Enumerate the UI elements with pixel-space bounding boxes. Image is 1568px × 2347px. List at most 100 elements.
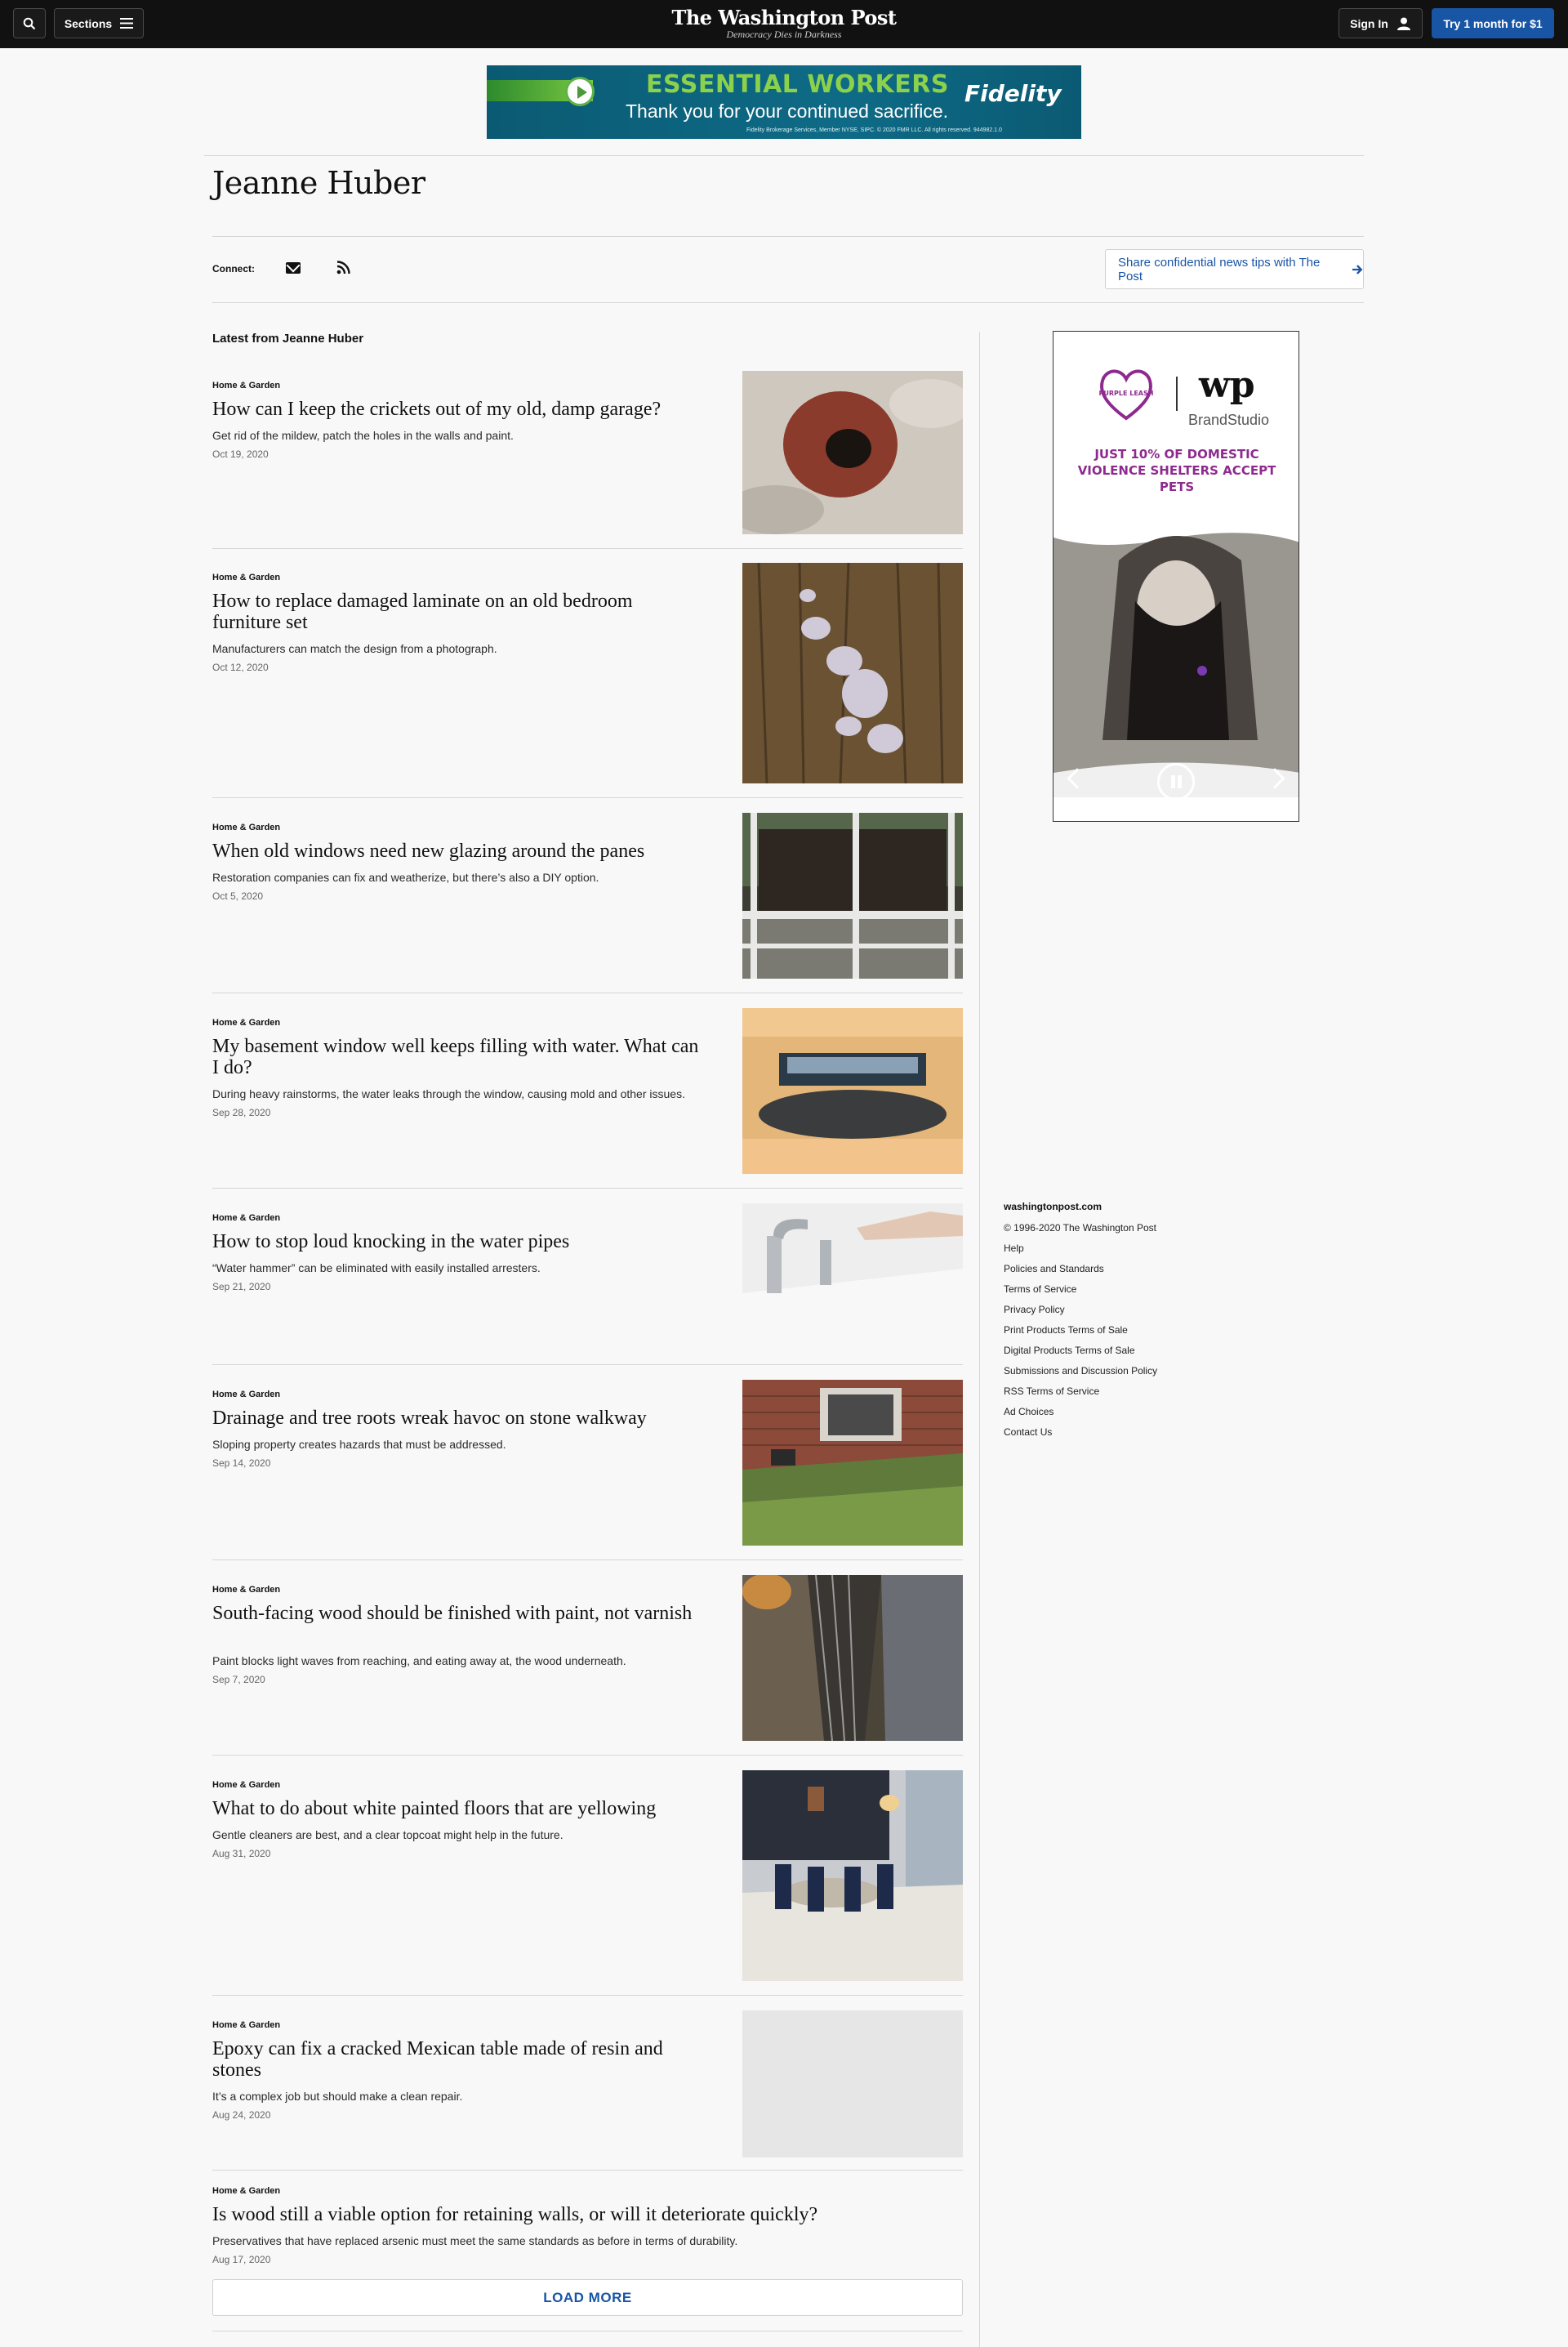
article-date: Sep 21, 2020: [212, 1281, 271, 1292]
article-headline[interactable]: How to replace damaged laminate on an ol…: [212, 591, 633, 633]
side-ad-photo: [1054, 528, 1298, 797]
wp-logo: wp: [1199, 364, 1255, 406]
article-thumbnail[interactable]: [742, 563, 963, 783]
article-date: Aug 31, 2020: [212, 1848, 271, 1859]
menu-icon: [120, 18, 134, 29]
brandstudio-label: BrandStudio: [1188, 412, 1270, 428]
divider: [204, 155, 1364, 156]
article-thumbnail[interactable]: [742, 1380, 963, 1546]
footer-link-terms[interactable]: Terms of Service: [1004, 1283, 1077, 1295]
sections-label: Sections: [64, 16, 113, 30]
column-divider: [979, 332, 980, 2347]
connect-label: Connect:: [212, 263, 255, 274]
article-blurb: During heavy rainstorms, the water leaks…: [212, 1087, 685, 1100]
article-kicker[interactable]: Home & Garden: [212, 573, 281, 582]
share-tips-button[interactable]: Share confidential news tips with The Po…: [1105, 249, 1364, 289]
article-kicker[interactable]: Home & Garden: [212, 823, 281, 832]
load-more-button[interactable]: LOAD MORE: [212, 2279, 963, 2316]
footer-link-policies[interactable]: Policies and Standards: [1004, 1263, 1104, 1274]
logo-divider: [1176, 377, 1178, 411]
article-thumbnail[interactable]: [742, 1770, 963, 1981]
user-icon: [1396, 17, 1410, 30]
article-thumbnail[interactable]: [742, 813, 963, 979]
article-headline[interactable]: South-facing wood should be finished wit…: [212, 1603, 693, 1624]
footer-link-contact[interactable]: Contact Us: [1004, 1426, 1053, 1438]
article-kicker[interactable]: Home & Garden: [212, 2186, 281, 2196]
latest-heading: Latest from Jeanne Huber: [212, 332, 364, 346]
article-kicker[interactable]: Home & Garden: [212, 2020, 281, 2030]
article-kicker[interactable]: Home & Garden: [212, 1213, 281, 1223]
article-date: Sep 14, 2020: [212, 1457, 271, 1469]
footer-link-rss-terms[interactable]: RSS Terms of Service: [1004, 1385, 1100, 1397]
article-headline[interactable]: How can I keep the crickets out of my ol…: [212, 399, 662, 420]
article-date: Oct 5, 2020: [212, 890, 264, 902]
article-thumbnail[interactable]: [742, 371, 963, 534]
rss-icon[interactable]: [336, 261, 350, 274]
article-kicker[interactable]: Home & Garden: [212, 1018, 281, 1028]
article-headline[interactable]: What to do about white painted floors th…: [212, 1798, 657, 1819]
article-headline[interactable]: Epoxy can fix a cracked Mexican table ma…: [212, 2038, 663, 2081]
article-date: Oct 19, 2020: [212, 448, 269, 460]
top-nav: Sections The Washington Post Democracy D…: [0, 0, 1568, 48]
footer-link-ad-choices[interactable]: Ad Choices: [1004, 1406, 1054, 1417]
page-title: Jeanne Huber: [212, 165, 425, 201]
article-divider: [212, 548, 963, 549]
footer-link-privacy[interactable]: Privacy Policy: [1004, 1304, 1065, 1315]
arrow-right-icon: [1352, 264, 1363, 274]
article-blurb: Preservatives that have replaced arsenic…: [212, 2234, 738, 2247]
article-blurb: Manufacturers can match the design from …: [212, 642, 497, 655]
article-blurb: Get rid of the mildew, patch the holes i…: [212, 429, 514, 442]
article-thumbnail[interactable]: [742, 2010, 963, 2157]
article-blurb: “Water hammer” can be eliminated with ea…: [212, 1261, 541, 1274]
masthead-logo[interactable]: The Washington Post Democracy Dies in Da…: [621, 7, 947, 40]
top-ad-banner[interactable]: ESSENTIAL WORKERS Thank you for your con…: [487, 65, 1081, 139]
article-kicker[interactable]: Home & Garden: [212, 1585, 281, 1595]
mail-icon[interactable]: [286, 262, 301, 274]
article-blurb: Restoration companies can fix and weathe…: [212, 871, 599, 884]
footer-link-submissions[interactable]: Submissions and Discussion Policy: [1004, 1365, 1158, 1377]
divider: [212, 236, 1364, 237]
article-divider: [212, 1755, 963, 1756]
article-kicker[interactable]: Home & Garden: [212, 1390, 281, 1399]
article-divider: [212, 1188, 963, 1189]
footer-copyright: © 1996-2020 The Washington Post: [1004, 1222, 1156, 1234]
article-headline[interactable]: When old windows need new glazing around…: [212, 841, 645, 862]
masthead-tagline: Democracy Dies in Darkness: [726, 29, 842, 40]
subscribe-button[interactable]: Try 1 month for $1: [1432, 8, 1554, 38]
article-blurb: It’s a complex job but should make a cle…: [212, 2090, 463, 2103]
article-kicker[interactable]: Home & Garden: [212, 381, 281, 390]
pause-icon[interactable]: [1157, 763, 1195, 801]
side-ad[interactable]: PURPLE LEASH wp BrandStudio JUST 10% OF …: [1053, 331, 1299, 822]
sections-button[interactable]: Sections: [54, 8, 144, 38]
article-date: Aug 17, 2020: [212, 2254, 271, 2265]
sign-in-button[interactable]: Sign In: [1339, 8, 1423, 38]
article-divider: [212, 2170, 963, 2171]
purple-leash-text: PURPLE LEASH: [1099, 390, 1154, 397]
article-date: Sep 7, 2020: [212, 1674, 265, 1685]
footer-link-help[interactable]: Help: [1004, 1243, 1024, 1254]
ad-headline: ESSENTIAL WORKERS: [646, 70, 950, 99]
purple-leash-logo: PURPLE LEASH: [1099, 369, 1154, 421]
article-blurb: Paint blocks light waves from reaching, …: [212, 1654, 626, 1667]
article-divider: [212, 1559, 963, 1560]
article-headline[interactable]: Is wood still a viable option for retain…: [212, 2204, 818, 2225]
search-button[interactable]: [13, 8, 46, 38]
article-thumbnail[interactable]: [742, 1575, 963, 1741]
play-icon: [565, 77, 595, 106]
article-date: Oct 12, 2020: [212, 662, 269, 673]
article-kicker[interactable]: Home & Garden: [212, 1780, 281, 1790]
footer-link-print-terms[interactable]: Print Products Terms of Sale: [1004, 1324, 1128, 1336]
article-headline[interactable]: My basement window well keeps filling wi…: [212, 1036, 699, 1078]
side-ad-headline: JUST 10% OF DOMESTIC VIOLENCE SHELTERS A…: [1077, 447, 1276, 494]
footer-link-digital-terms[interactable]: Digital Products Terms of Sale: [1004, 1345, 1135, 1356]
article-thumbnail[interactable]: [742, 1008, 963, 1174]
article-divider: [212, 1995, 963, 1996]
article-date: Sep 28, 2020: [212, 1107, 271, 1118]
article-divider: [212, 1364, 963, 1365]
article-headline[interactable]: How to stop loud knocking in the water p…: [212, 1231, 570, 1252]
footer: washingtonpost.com © 1996-2020 The Washi…: [1004, 1200, 1157, 1443]
article-headline[interactable]: Drainage and tree roots wreak havoc on s…: [212, 1408, 647, 1429]
footer-site[interactable]: washingtonpost.com: [1004, 1201, 1102, 1212]
article-thumbnail[interactable]: [742, 1203, 963, 1350]
share-tips-label: Share confidential news tips with The Po…: [1118, 255, 1321, 283]
